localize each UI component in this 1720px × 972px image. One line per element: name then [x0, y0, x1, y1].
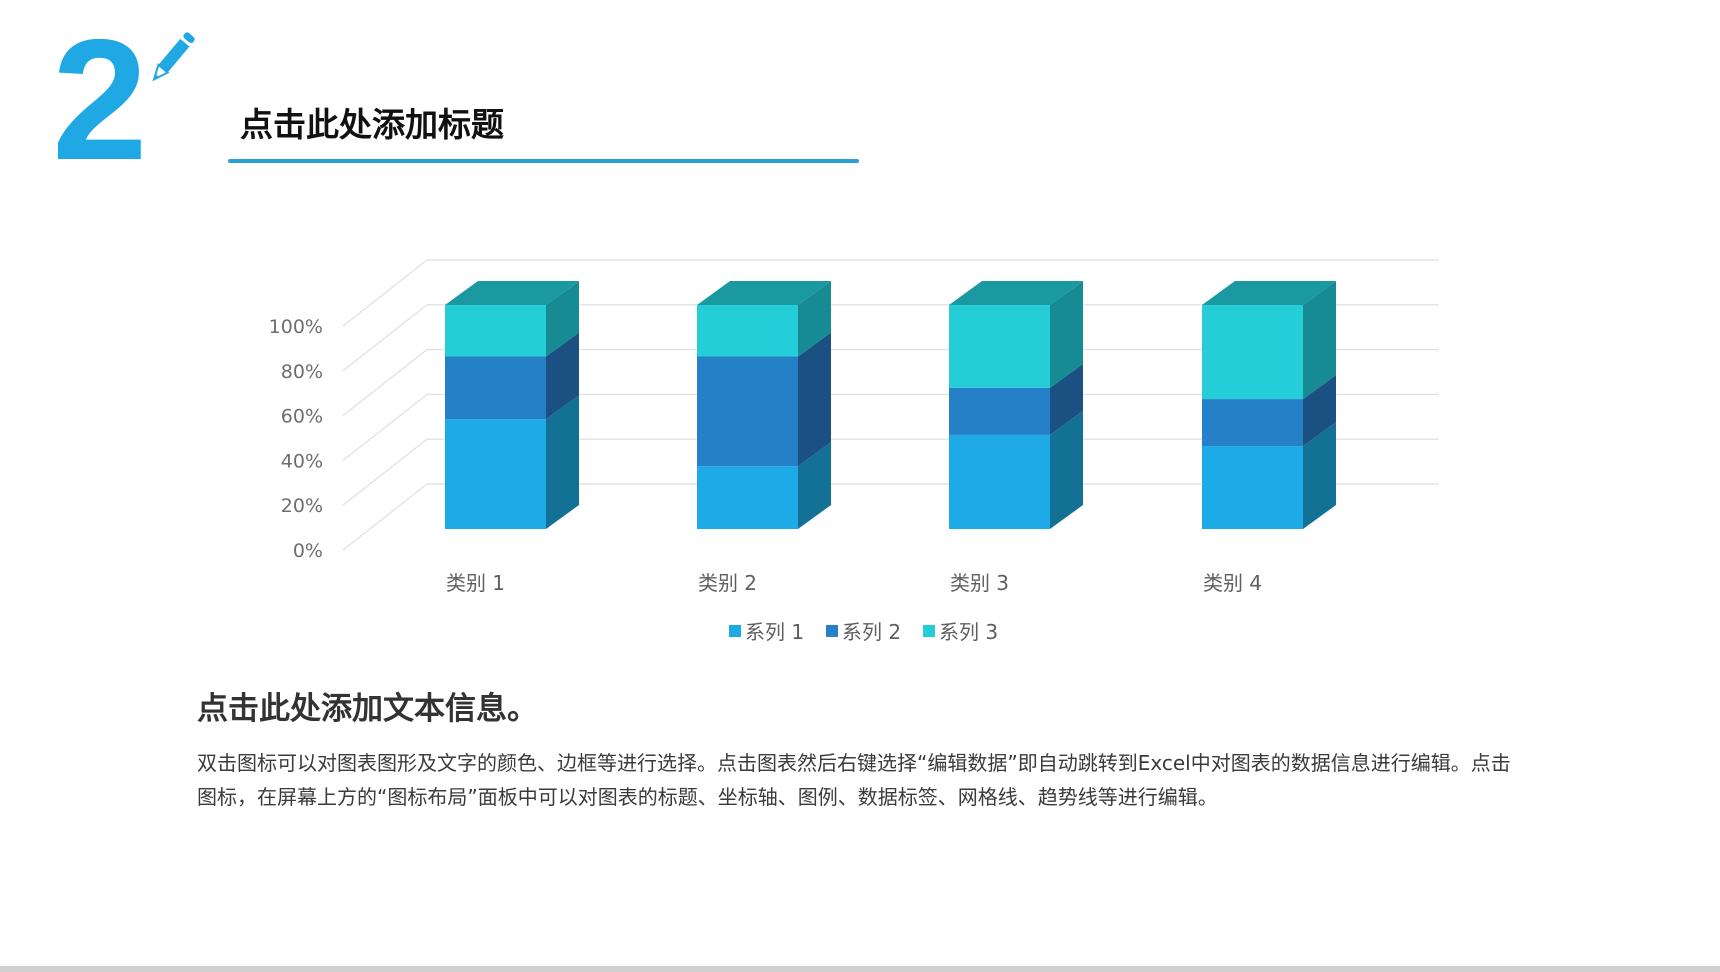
legend-item[interactable]: 系列 3	[923, 620, 998, 644]
bar-top	[445, 281, 579, 305]
bar-segment-side	[1050, 410, 1083, 529]
bar-stack[interactable]	[697, 281, 831, 529]
legend-swatch-icon	[729, 625, 741, 637]
bar-segment-front[interactable]	[1202, 399, 1303, 447]
bar-segment-side	[798, 281, 831, 357]
bar-segment-side	[1050, 363, 1083, 435]
bar-segment-side	[546, 395, 579, 529]
bar-segment-front[interactable]	[697, 305, 798, 357]
legend-label: 系列 2	[842, 620, 901, 644]
x-category-label: 类别 1	[446, 571, 505, 595]
bar-segment-front[interactable]	[697, 466, 798, 529]
legend-swatch-icon	[923, 625, 935, 637]
legend-item[interactable]: 系列 1	[729, 620, 804, 644]
gridline-diagonal	[342, 438, 428, 506]
y-tick-label: 0%	[293, 540, 323, 562]
x-category-label: 类别 4	[1203, 571, 1262, 595]
bar-stack[interactable]	[445, 281, 579, 529]
bar-segment-front[interactable]	[697, 356, 798, 467]
y-tick-label: 60%	[281, 406, 323, 428]
bottom-bar	[0, 966, 1720, 972]
bar-stack[interactable]	[1202, 281, 1336, 529]
bar-segment-side	[1303, 422, 1336, 529]
bar-segment-front[interactable]	[949, 387, 1050, 435]
legend-label: 系列 1	[745, 620, 804, 644]
bar-segment-front[interactable]	[1202, 305, 1303, 400]
gridline-diagonal	[342, 259, 428, 327]
x-category-label: 类别 3	[950, 571, 1009, 595]
legend-label: 系列 3	[939, 620, 998, 644]
bar-segment-front[interactable]	[445, 419, 546, 529]
legend-item[interactable]: 系列 2	[826, 620, 901, 644]
bar-top	[949, 281, 1083, 305]
title-underline	[228, 159, 859, 163]
bar-segment-side	[1303, 375, 1336, 447]
y-tick-label: 100%	[269, 316, 323, 338]
pencil-icon	[152, 32, 195, 82]
y-tick-label: 20%	[281, 495, 323, 517]
page-title[interactable]: 点击此处添加标题	[240, 105, 504, 144]
bar-segment-front[interactable]	[445, 305, 546, 357]
bar-segment-side	[546, 332, 579, 420]
bar-segment-front[interactable]	[1202, 446, 1303, 529]
legend-swatch-icon	[826, 625, 838, 637]
stacked-3d-column-chart[interactable]: 0% 20% 40% 60% 80% 100% 类别 1 类别 2 类别 3 类别 4 系列 1 系列…	[0, 0, 1720, 700]
bar-segment-side	[1303, 281, 1336, 400]
bar-segment-front[interactable]	[445, 356, 546, 420]
gridline-diagonal	[342, 483, 428, 551]
y-tick-label: 40%	[281, 450, 323, 472]
bar-segment-side	[798, 332, 831, 467]
content-subtitle[interactable]: 点击此处添加文本信息。	[197, 691, 538, 727]
bar-segment-side	[1050, 281, 1083, 388]
gridline-diagonal	[342, 349, 428, 417]
section-number: 2	[52, 4, 148, 196]
bar-segment-front[interactable]	[949, 434, 1050, 529]
y-tick-label: 80%	[281, 361, 323, 383]
bar-top	[1202, 281, 1336, 305]
bar-segment-front[interactable]	[949, 305, 1050, 388]
bar-top	[697, 281, 831, 305]
bar-segment-side	[546, 281, 579, 357]
bar-stack[interactable]	[949, 281, 1083, 529]
gridline-diagonal	[342, 304, 428, 372]
bar-segment-side	[798, 442, 831, 529]
gridline-diagonal	[342, 393, 428, 461]
x-category-label: 类别 2	[698, 571, 757, 595]
content-body[interactable]: 双击图标可以对图表图形及文字的颜色、边框等进行选择。点击图表然后右键选择“编辑数…	[197, 751, 1511, 809]
